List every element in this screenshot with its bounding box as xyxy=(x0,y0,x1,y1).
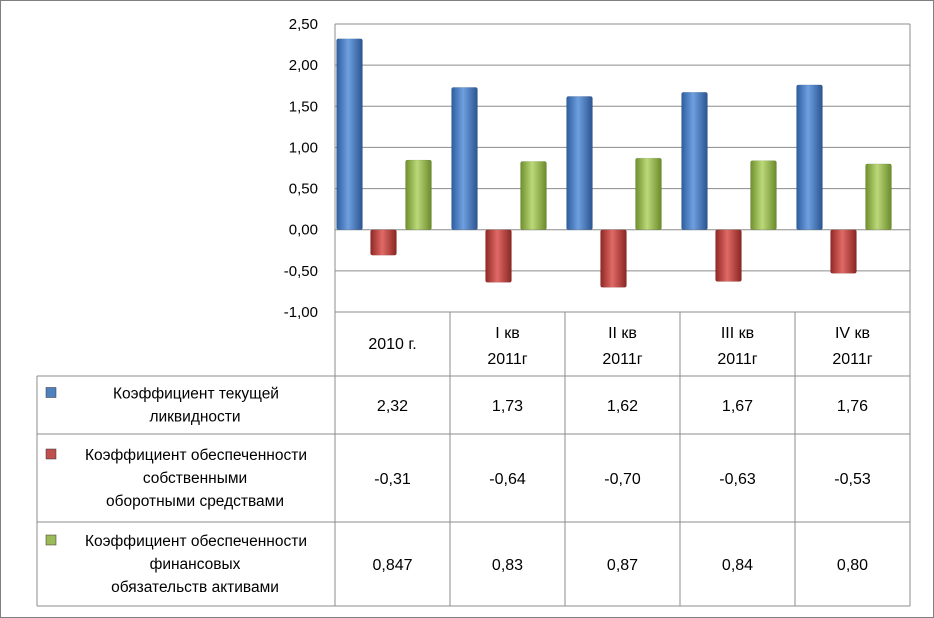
bar-s2-c4 xyxy=(865,163,892,230)
category-label-line: II кв xyxy=(608,325,637,342)
data-label: 0,84 xyxy=(722,557,753,574)
legend-label-line: Коэффициент обеспеченности xyxy=(85,533,307,550)
data-label: -0,64 xyxy=(489,471,526,488)
y-tick-label: 1,00 xyxy=(289,139,318,156)
y-tick-label: 1,50 xyxy=(289,98,318,115)
legend-label-s2: Коэффициент обеспеченности финансовых обяз… xyxy=(85,533,307,596)
category-label: IV кв 2011г xyxy=(832,325,872,368)
legend-key-s0 xyxy=(45,387,57,398)
legend-label-line: собственными xyxy=(143,470,247,487)
legend-label-line: ликвидности xyxy=(149,409,240,426)
legend-label-line: финансовых xyxy=(150,556,241,573)
legend-label-line: Коэффициент текущей xyxy=(113,386,279,403)
y-tick-label: 0,00 xyxy=(289,222,318,239)
y-tick-label: 2,00 xyxy=(289,57,318,74)
bar-s1-c2 xyxy=(600,229,627,288)
y-tick-label: 2,50 xyxy=(289,16,318,33)
data-label: -0,63 xyxy=(719,471,756,488)
legend-label-line: обязательств активами xyxy=(111,579,279,596)
category-label-line: 2011г xyxy=(602,351,642,368)
category-label: III кв 2011г xyxy=(717,325,757,368)
y-tick-label: -1,00 xyxy=(284,304,318,321)
legend-key-s1 xyxy=(45,448,57,460)
bar-s1-c3 xyxy=(715,229,742,282)
bar-s0-c0 xyxy=(336,38,363,230)
category-label-line: 2011г xyxy=(487,351,527,368)
bar-s1-c0 xyxy=(370,229,397,256)
category-label-line: III кв xyxy=(721,325,754,342)
data-label: 2,32 xyxy=(377,398,408,415)
bar-s0-c3 xyxy=(681,92,708,230)
data-label: 1,76 xyxy=(837,398,868,415)
bar-s0-c2 xyxy=(566,96,593,230)
legend-key-s2 xyxy=(45,534,57,546)
category-label: 2010 г. xyxy=(368,336,416,353)
data-label: 1,73 xyxy=(492,398,523,415)
y-tick-label: -0,50 xyxy=(284,263,318,280)
data-label: 1,67 xyxy=(722,398,753,415)
legend-label-line: оборотными средствами xyxy=(106,493,284,510)
data-label: -0,53 xyxy=(834,471,871,488)
bar-s2-c0 xyxy=(405,159,432,230)
data-label: 0,83 xyxy=(492,557,523,574)
bar-s1-c1 xyxy=(485,229,512,283)
bar-s2-c3 xyxy=(750,160,777,230)
data-label: -0,70 xyxy=(604,471,641,488)
bar-s0-c1 xyxy=(451,87,478,230)
data-label: 0,847 xyxy=(372,557,412,574)
legend-label-s0: Коэффициент текущей ликвидности xyxy=(113,386,279,426)
data-label: 0,87 xyxy=(607,557,638,574)
category-label-line: 2011г xyxy=(717,351,757,368)
y-tick-label: 0,50 xyxy=(289,181,318,198)
legend-label-line: Коэффициент обеспеченности xyxy=(85,447,307,464)
category-label-line: I кв xyxy=(495,325,519,342)
bar-s0-c4 xyxy=(796,84,823,230)
data-label: -0,31 xyxy=(374,471,411,488)
data-label: 0,80 xyxy=(837,557,868,574)
category-label: II кв 2011г xyxy=(602,325,642,368)
bar-s2-c2 xyxy=(635,157,662,230)
category-label-line: IV кв xyxy=(835,325,870,342)
data-label: 1,62 xyxy=(607,398,638,415)
bar-s2-c1 xyxy=(520,161,547,230)
category-label: I кв 2011г xyxy=(487,325,527,368)
legend-label-s1: Коэффициент обеспеченности собственными об… xyxy=(85,447,307,510)
bar-s1-c4 xyxy=(830,229,857,274)
category-label-line: 2011г xyxy=(832,351,872,368)
